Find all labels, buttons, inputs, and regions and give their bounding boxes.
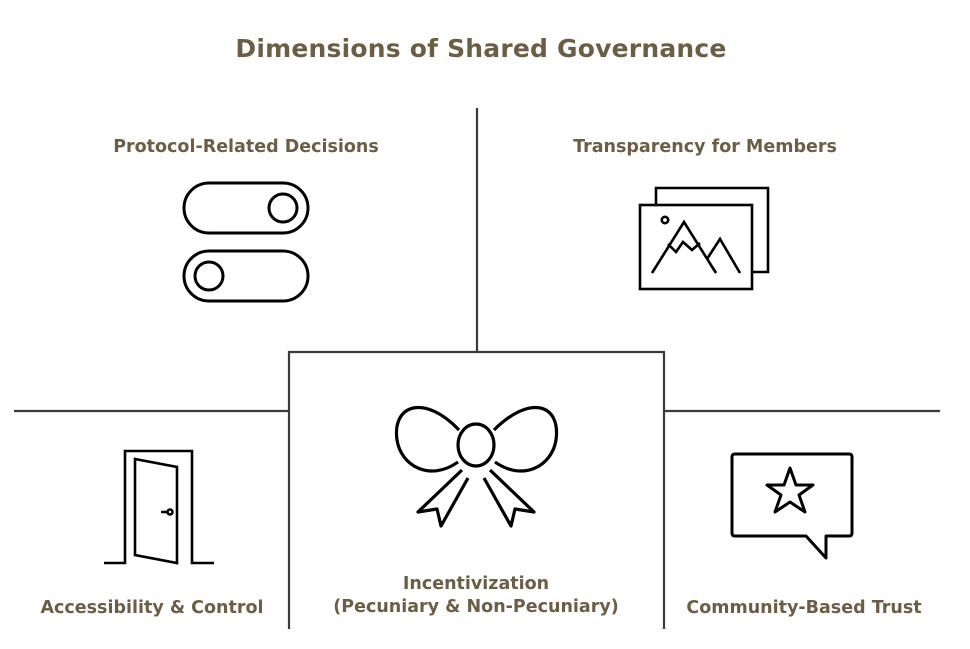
- bow-ribbon-icon: [394, 405, 559, 528]
- protocol-decisions-label: Protocol-Related Decisions: [113, 137, 379, 157]
- star-speech-bubble-icon: [730, 452, 854, 560]
- page-title: Dimensions of Shared Governance: [235, 34, 727, 63]
- image-gallery-icon: [638, 186, 770, 291]
- transparency-label: Transparency for Members: [573, 137, 837, 157]
- open-door-icon: [104, 449, 214, 565]
- incentivization-subtitle: (Pecuniary & Non-Pecuniary): [333, 597, 619, 617]
- center-box-outline: [287, 350, 666, 629]
- incentivization-title: Incentivization: [402, 574, 550, 594]
- divider-lines: [14, 108, 940, 629]
- accessibility-label: Accessibility & Control: [40, 598, 264, 618]
- toggle-switches-icon: [182, 181, 310, 303]
- incentivization-label: Incentivization (Pecuniary & Non-Pecunia…: [306, 573, 646, 619]
- community-trust-label: Community-Based Trust: [686, 598, 922, 618]
